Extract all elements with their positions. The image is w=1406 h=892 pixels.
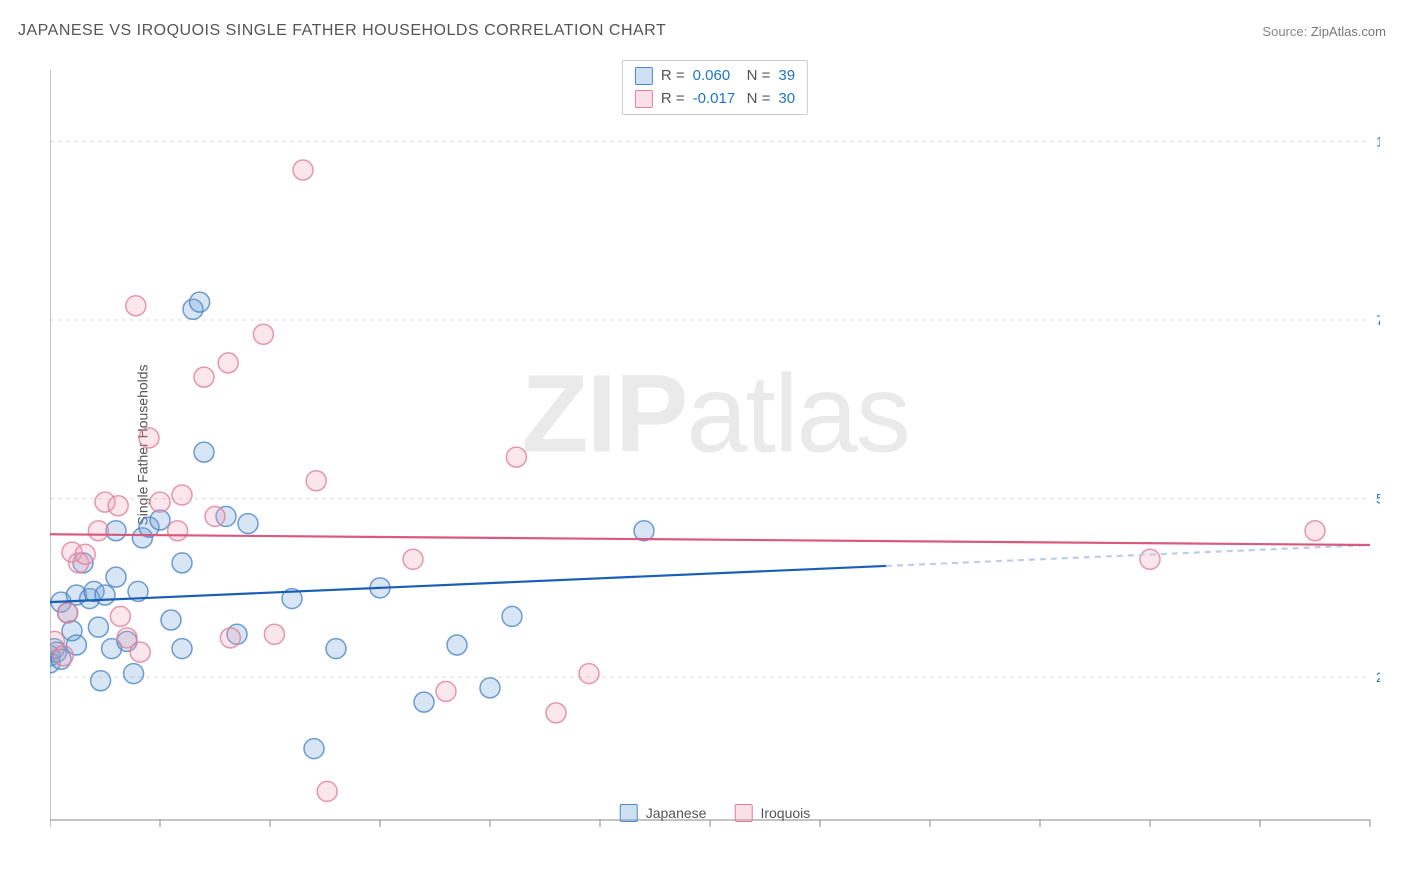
- legend-bottom: Japanese Iroquois: [620, 804, 811, 822]
- r-value-japanese: 0.060: [693, 65, 739, 88]
- chart-title: JAPANESE VS IROQUOIS SINGLE FATHER HOUSE…: [18, 22, 666, 40]
- n-value-iroquois: 30: [778, 88, 795, 111]
- n-label: N =: [747, 65, 771, 88]
- n-value-japanese: 39: [778, 65, 795, 88]
- plot-area: Single Father Households ZIPatlas 0.0%60…: [50, 60, 1380, 830]
- legend-label-iroquois: Iroquois: [760, 805, 810, 821]
- svg-text:2.5%: 2.5%: [1376, 669, 1380, 685]
- swatch-japanese: [620, 804, 638, 822]
- svg-text:7.5%: 7.5%: [1376, 312, 1380, 328]
- swatch-iroquois: [734, 804, 752, 822]
- legend-item-japanese[interactable]: Japanese: [620, 804, 707, 822]
- r-value-iroquois: -0.017: [693, 88, 739, 111]
- swatch-japanese: [635, 67, 653, 85]
- r-label: R =: [661, 88, 685, 111]
- svg-text:10.0%: 10.0%: [1376, 133, 1380, 149]
- swatch-iroquois: [635, 90, 653, 108]
- legend-item-iroquois[interactable]: Iroquois: [734, 804, 810, 822]
- stats-row-japanese: R = 0.060 N = 39: [635, 65, 795, 88]
- chart-svg: 0.0%60.0%2.5%5.0%7.5%10.0%: [50, 60, 1380, 830]
- stats-legend-box: R = 0.060 N = 39 R = -0.017 N = 30: [622, 60, 808, 115]
- legend-label-japanese: Japanese: [646, 805, 707, 821]
- source-value: ZipAtlas.com: [1311, 24, 1386, 39]
- svg-text:5.0%: 5.0%: [1376, 491, 1380, 507]
- stats-row-iroquois: R = -0.017 N = 30: [635, 88, 795, 111]
- n-label: N =: [747, 88, 771, 111]
- source-attribution: Source: ZipAtlas.com: [1262, 24, 1386, 39]
- source-label: Source:: [1262, 24, 1307, 39]
- r-label: R =: [661, 65, 685, 88]
